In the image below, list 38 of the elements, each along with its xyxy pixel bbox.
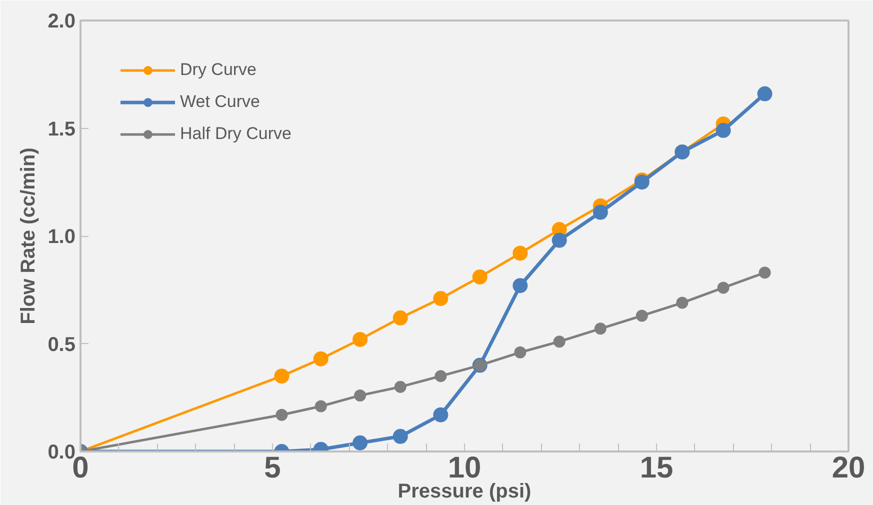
point (512, 278, 528, 294)
point (514, 346, 526, 358)
x-tick-label: 20 (832, 452, 866, 484)
point (392, 310, 408, 326)
point (434, 370, 447, 382)
point (636, 310, 648, 322)
point (392, 428, 408, 444)
legend-label: Half Dry Curve (180, 124, 292, 144)
point (757, 86, 772, 102)
point (433, 291, 448, 306)
point (274, 368, 290, 384)
point (394, 380, 406, 393)
point (314, 400, 327, 412)
point (552, 232, 567, 248)
point (594, 322, 606, 335)
point (676, 296, 688, 309)
point (276, 408, 288, 421)
point (354, 389, 366, 402)
point (592, 204, 608, 220)
x-tick-label: 5 (264, 452, 281, 484)
point (313, 351, 328, 366)
y-tick-label: 1.0 (48, 226, 76, 248)
legend-label: Dry Curve (180, 60, 257, 80)
point (352, 332, 368, 347)
point (553, 336, 566, 348)
point (758, 266, 771, 279)
point (512, 246, 528, 261)
point (433, 407, 448, 422)
point (472, 269, 488, 284)
point (716, 122, 731, 138)
y-axis-title: Flow Rate (cc/min) (18, 148, 40, 324)
point (352, 435, 368, 450)
x-tick-label: 15 (640, 452, 674, 484)
legend-label: Wet Curve (180, 92, 260, 112)
y-tick-label: 1.5 (48, 118, 76, 140)
y-tick-label: 2.0 (48, 10, 76, 32)
y-tick-label: 0.5 (48, 334, 76, 356)
point (717, 282, 730, 294)
